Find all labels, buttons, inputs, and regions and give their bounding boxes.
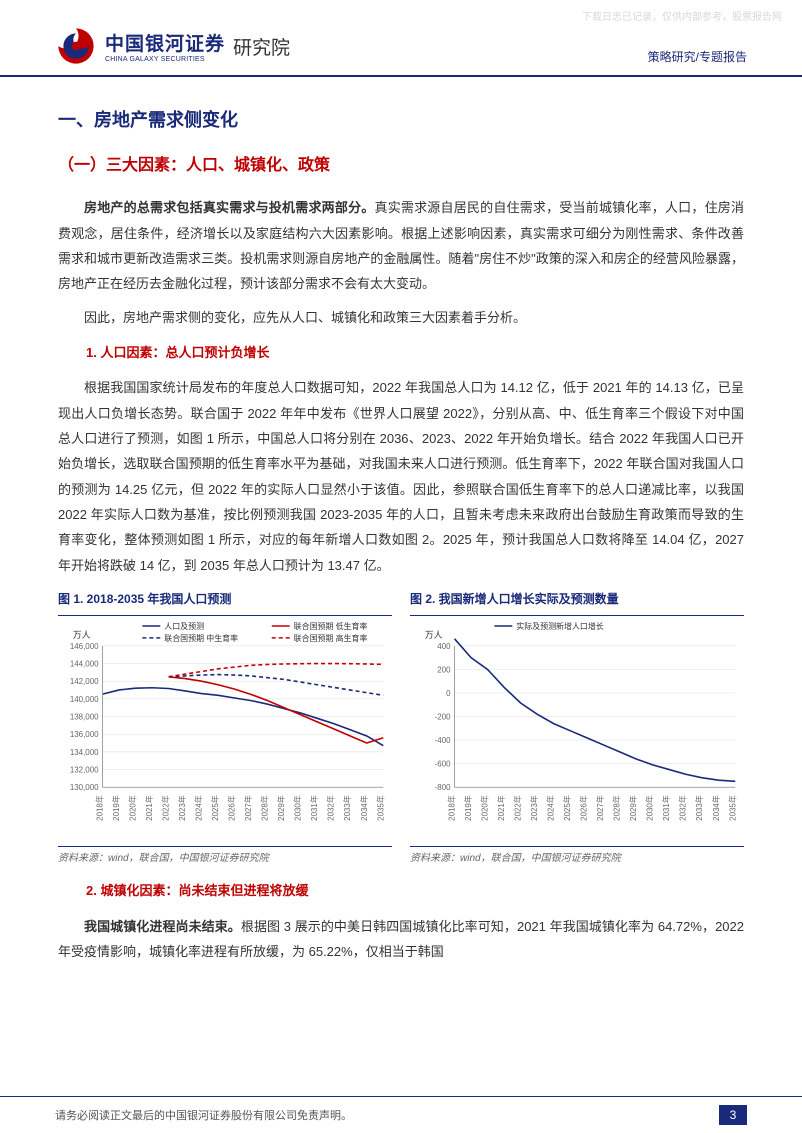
chart-2-title: 图 2. 我国新增人口增长实际及预测数量 bbox=[410, 588, 744, 611]
svg-text:2020年: 2020年 bbox=[480, 796, 490, 822]
svg-text:2030年: 2030年 bbox=[293, 796, 303, 822]
svg-text:2022年: 2022年 bbox=[513, 796, 523, 822]
svg-text:142,000: 142,000 bbox=[70, 678, 99, 687]
svg-text:2031年: 2031年 bbox=[661, 796, 671, 822]
company-logo-text: 中国银河证券 CHINA GALAXY SECURITIES bbox=[105, 29, 225, 63]
svg-text:2029年: 2029年 bbox=[276, 796, 286, 822]
section-heading-2: （一）三大因素：人口、城镇化、政策 bbox=[58, 150, 744, 181]
svg-text:2020年: 2020年 bbox=[128, 796, 138, 822]
svg-text:400: 400 bbox=[437, 642, 451, 651]
svg-text:2023年: 2023年 bbox=[177, 796, 187, 822]
svg-text:2027年: 2027年 bbox=[595, 796, 605, 822]
svg-text:-800: -800 bbox=[435, 784, 451, 793]
logo-cn: 中国银河证券 bbox=[105, 29, 225, 56]
svg-text:万人: 万人 bbox=[425, 630, 443, 640]
paragraph-3: 根据我国国家统计局发布的年度总人口数据可知，2022 年我国总人口为 14.12… bbox=[58, 375, 744, 578]
svg-text:2029年: 2029年 bbox=[628, 796, 638, 822]
svg-text:200: 200 bbox=[437, 666, 451, 675]
svg-text:2021年: 2021年 bbox=[496, 796, 506, 822]
svg-text:2033年: 2033年 bbox=[342, 796, 352, 822]
logo-suffix: 研究院 bbox=[233, 33, 290, 60]
watermark-text: 下载日志已记录，仅供内部参考，股票报告网 bbox=[582, 8, 782, 23]
svg-text:2023年: 2023年 bbox=[529, 796, 539, 822]
svg-text:联合国预期 中生育率: 联合国预期 中生育率 bbox=[164, 633, 238, 643]
chart-2-block: 图 2. 我国新增人口增长实际及预测数量 -800 -600 -400 -200 0 20… bbox=[410, 588, 744, 868]
svg-text:2032年: 2032年 bbox=[678, 796, 688, 822]
para4-lead: 我国城镇化进程尚未结束。 bbox=[84, 919, 241, 934]
svg-text:2030年: 2030年 bbox=[645, 796, 655, 822]
subsection-heading-2: 2. 城镇化因素：尚未结束但进程将放缓 bbox=[86, 878, 744, 903]
svg-text:2034年: 2034年 bbox=[711, 796, 721, 822]
chart-2-svg: -800 -600 -400 -200 0 200 400 2018年 2019年 2020年 20… bbox=[410, 615, 744, 835]
page-content: 一、房地产需求侧变化 （一）三大因素：人口、城镇化、政策 房地产的总需求包括真实… bbox=[0, 77, 802, 964]
svg-text:2018年: 2018年 bbox=[447, 796, 457, 822]
svg-text:2035年: 2035年 bbox=[375, 796, 385, 822]
paragraph-4: 我国城镇化进程尚未结束。根据图 3 展示的中美日韩四国城镇化比率可知，2021 … bbox=[58, 914, 744, 965]
subsection-heading-1: 1. 人口因素：总人口预计负增长 bbox=[86, 340, 744, 365]
svg-text:134,000: 134,000 bbox=[70, 748, 99, 757]
chart-1-svg: 130,000 132,000 134,000 136,000 138,000 140,0… bbox=[58, 615, 392, 835]
paragraph-2: 因此，房地产需求侧的变化，应先从人口、城镇化和政策三大因素着手分析。 bbox=[58, 305, 744, 330]
svg-text:2035年: 2035年 bbox=[727, 796, 737, 822]
charts-row: 图 1. 2018-2035 年我国人口预测 130,000 132,000 134… bbox=[58, 588, 744, 868]
svg-text:人口及预测: 人口及预测 bbox=[164, 621, 204, 631]
footer-disclaimer: 请务必阅读正文最后的中国银河证券股份有限公司免责声明。 bbox=[55, 1107, 352, 1123]
svg-text:2024年: 2024年 bbox=[546, 796, 556, 822]
svg-text:144,000: 144,000 bbox=[70, 660, 99, 669]
svg-text:2033年: 2033年 bbox=[694, 796, 704, 822]
svg-text:146,000: 146,000 bbox=[70, 642, 99, 651]
company-logo-icon bbox=[55, 25, 97, 67]
svg-text:0: 0 bbox=[446, 689, 451, 698]
svg-text:万人: 万人 bbox=[73, 630, 91, 640]
svg-text:2018年: 2018年 bbox=[95, 796, 105, 822]
svg-text:2025年: 2025年 bbox=[210, 796, 220, 822]
svg-text:140,000: 140,000 bbox=[70, 695, 99, 704]
chart-2-source: 资料来源：wind，联合国，中国银河证券研究院 bbox=[410, 846, 744, 869]
svg-text:2026年: 2026年 bbox=[227, 796, 237, 822]
section-heading-1: 一、房地产需求侧变化 bbox=[58, 103, 744, 138]
svg-text:138,000: 138,000 bbox=[70, 713, 99, 722]
chart-1-block: 图 1. 2018-2035 年我国人口预测 130,000 132,000 134… bbox=[58, 588, 392, 868]
svg-text:实际及预测新增人口增长: 实际及预测新增人口增长 bbox=[516, 621, 604, 631]
svg-text:2028年: 2028年 bbox=[260, 796, 270, 822]
page-number: 3 bbox=[719, 1105, 747, 1125]
paragraph-1: 房地产的总需求包括真实需求与投机需求两部分。真实需求源自居民的自住需求，受当前城… bbox=[58, 195, 744, 296]
svg-text:2022年: 2022年 bbox=[161, 796, 171, 822]
svg-text:132,000: 132,000 bbox=[70, 766, 99, 775]
svg-text:2027年: 2027年 bbox=[243, 796, 253, 822]
svg-text:-200: -200 bbox=[435, 713, 451, 722]
page-footer: 请务必阅读正文最后的中国银河证券股份有限公司免责声明。 3 bbox=[0, 1096, 802, 1133]
svg-text:-400: -400 bbox=[435, 737, 451, 746]
svg-text:2034年: 2034年 bbox=[359, 796, 369, 822]
svg-text:136,000: 136,000 bbox=[70, 731, 99, 740]
para1-lead: 房地产的总需求包括真实需求与投机需求两部分。 bbox=[84, 200, 374, 215]
svg-text:2019年: 2019年 bbox=[111, 796, 121, 822]
svg-text:2031年: 2031年 bbox=[309, 796, 319, 822]
chart-1-title: 图 1. 2018-2035 年我国人口预测 bbox=[58, 588, 392, 611]
svg-text:2025年: 2025年 bbox=[562, 796, 572, 822]
svg-text:2019年: 2019年 bbox=[463, 796, 473, 822]
svg-text:2024年: 2024年 bbox=[194, 796, 204, 822]
svg-text:-600: -600 bbox=[435, 760, 451, 769]
logo-en: CHINA GALAXY SECURITIES bbox=[105, 56, 225, 63]
svg-text:2032年: 2032年 bbox=[326, 796, 336, 822]
svg-text:联合国预期 高生育率: 联合国预期 高生育率 bbox=[294, 633, 368, 643]
svg-text:130,000: 130,000 bbox=[70, 784, 99, 793]
svg-text:2021年: 2021年 bbox=[144, 796, 154, 822]
chart-1-source: 资料来源：wind，联合国，中国银河证券研究院 bbox=[58, 846, 392, 869]
svg-text:联合国预期 低生育率: 联合国预期 低生育率 bbox=[294, 621, 368, 631]
report-category: 策略研究/专题报告 bbox=[648, 48, 747, 67]
svg-text:2026年: 2026年 bbox=[579, 796, 589, 822]
svg-text:2028年: 2028年 bbox=[612, 796, 622, 822]
